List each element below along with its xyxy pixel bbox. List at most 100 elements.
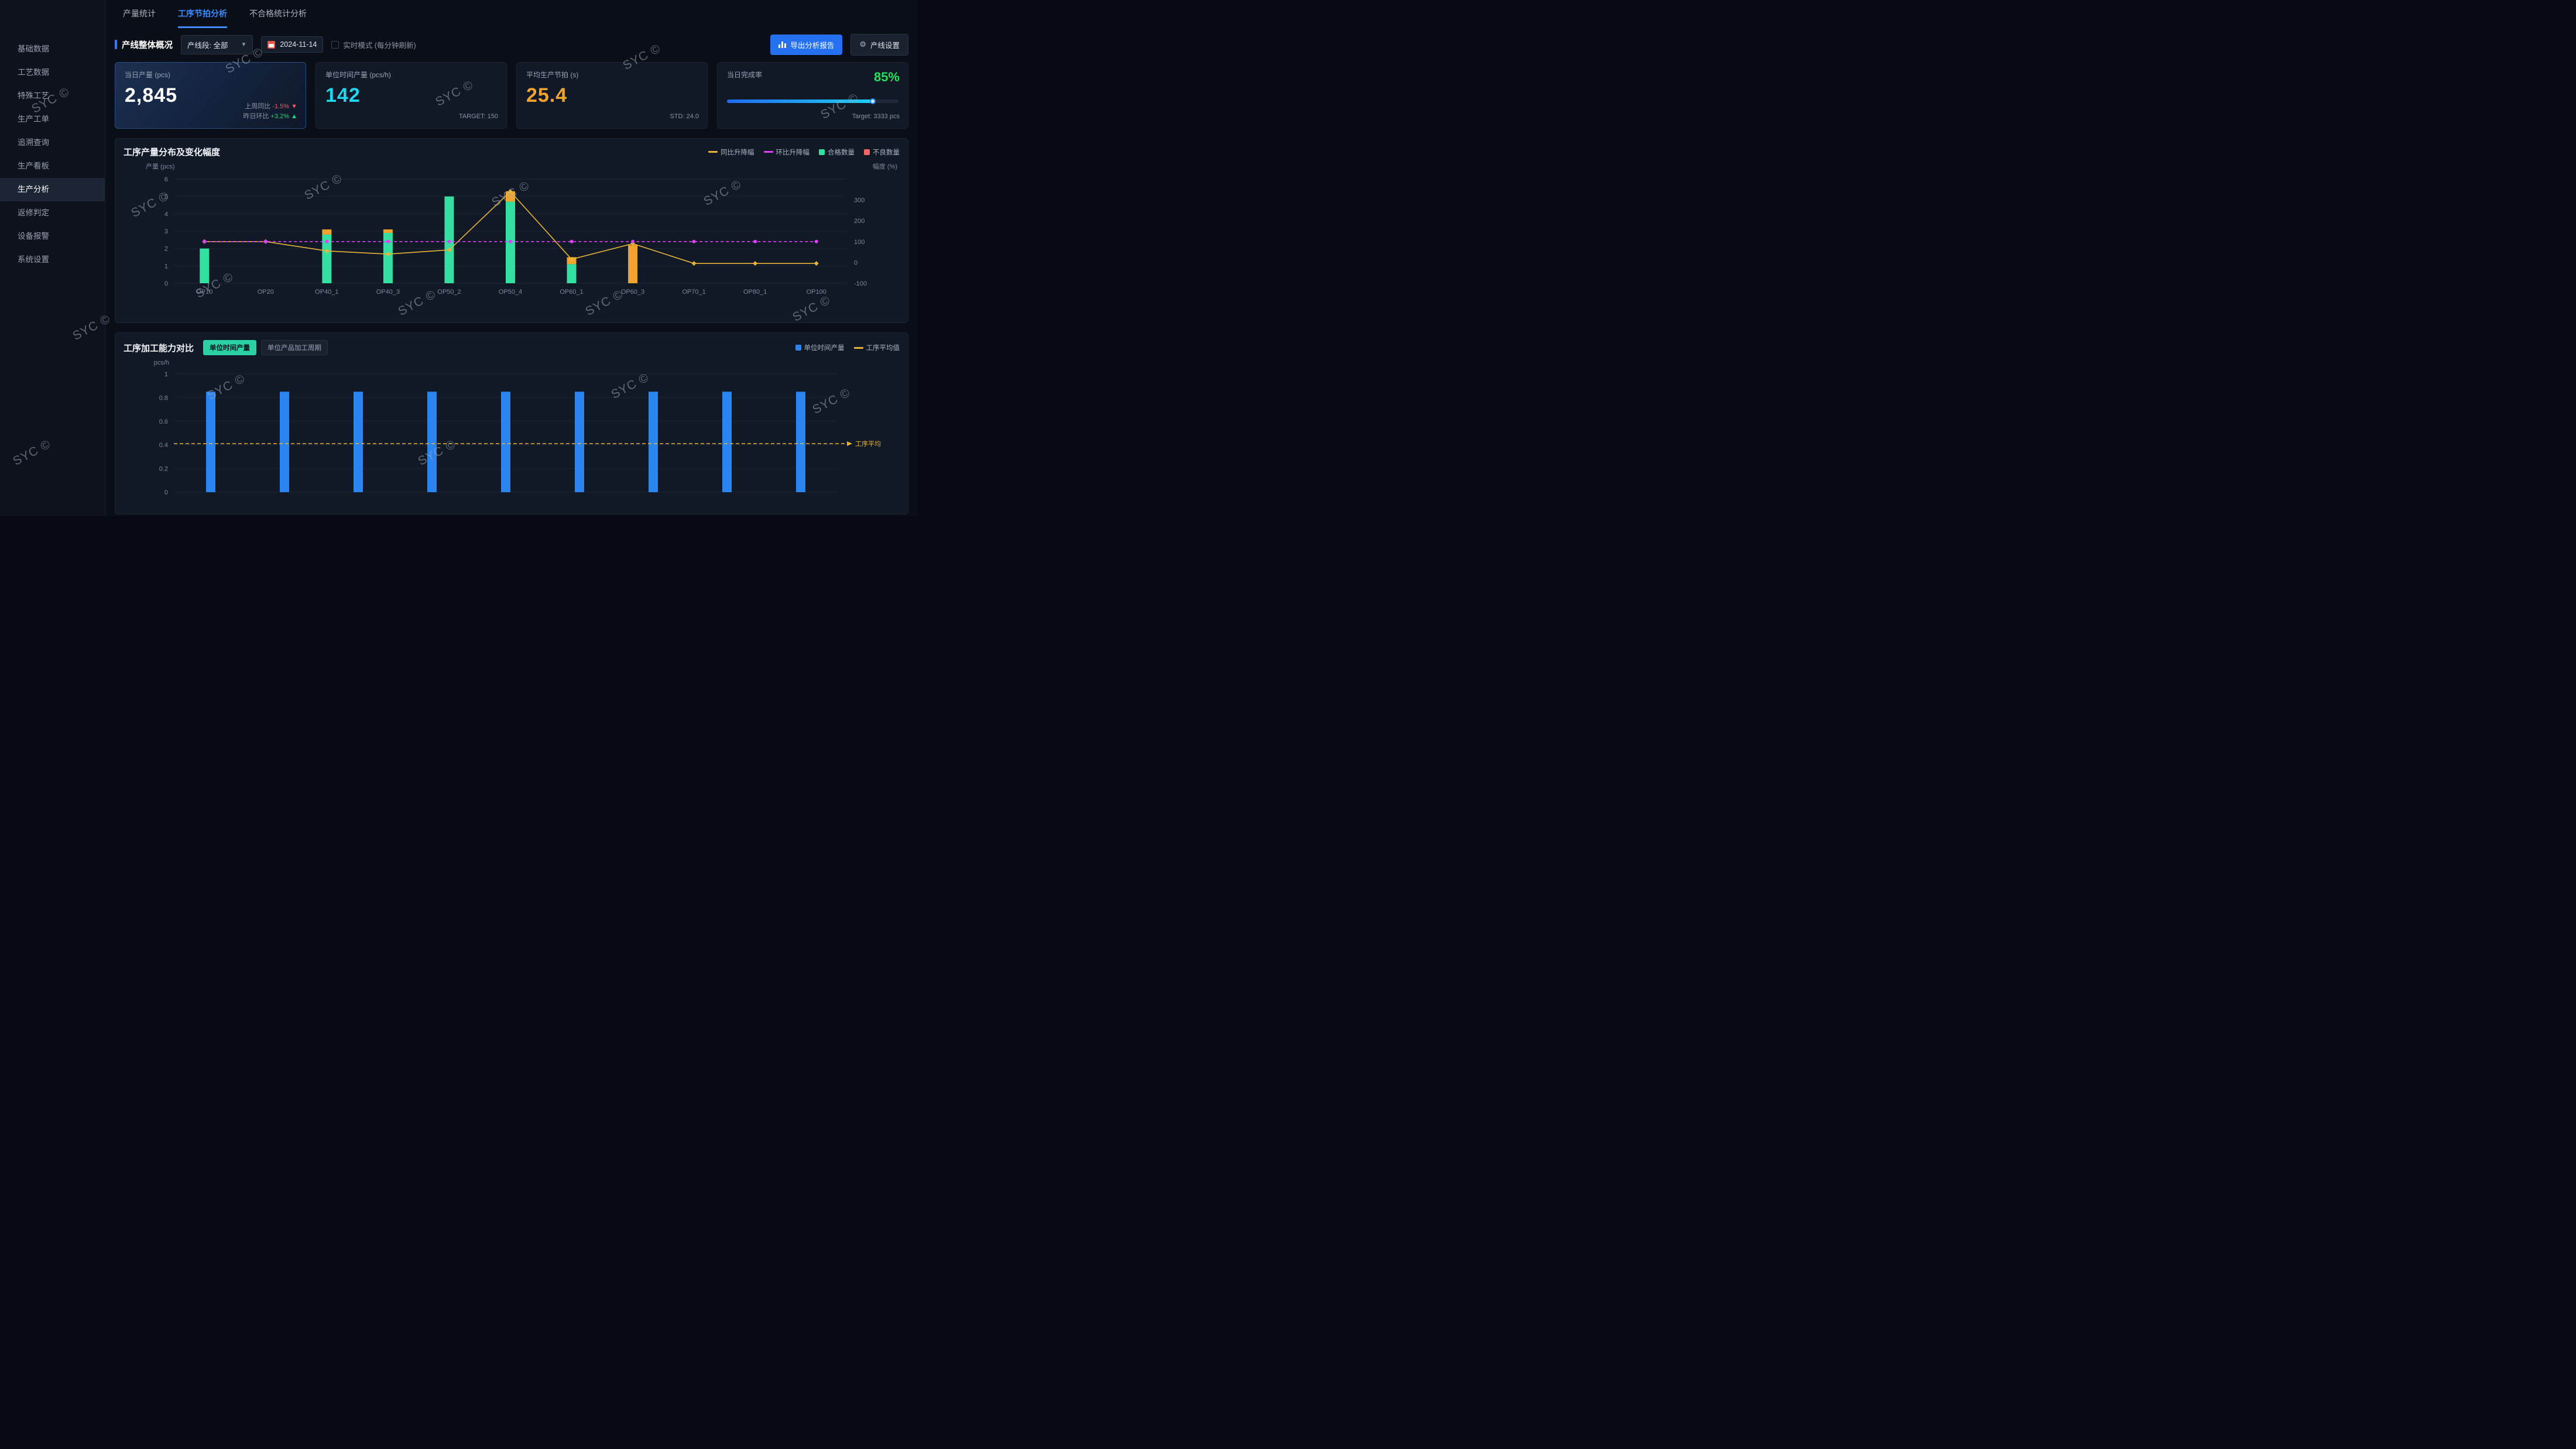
svg-text:0.4: 0.4 — [159, 442, 168, 449]
app-root: 基础数据工艺数据特殊工艺生产工单追溯查询生产看板生产分析返修判定设备报警系统设置… — [0, 0, 918, 516]
sidebar-menu: 基础数据工艺数据特殊工艺生产工单追溯查询生产看板生产分析返修判定设备报警系统设置 — [0, 37, 105, 272]
svg-text:产量 (pcs): 产量 (pcs) — [146, 162, 175, 170]
svg-text:幅度 (%): 幅度 (%) — [873, 162, 897, 170]
legend-item[interactable]: 不良数量 — [864, 147, 900, 157]
date-picker[interactable]: 2024-11-14 — [261, 36, 324, 53]
panel-head: 工序产量分布及变化幅度 同比升降幅 环比升降幅 合格数量 不良数量 — [124, 146, 900, 158]
tab-defect-stats[interactable]: 不合格统计分析 — [249, 8, 307, 18]
sidebar-item-production-board[interactable]: 生产看板 — [18, 162, 49, 170]
legend-label: 合格数量 — [828, 149, 855, 156]
svg-text:OP50_4: OP50_4 — [499, 289, 522, 296]
chart2-title: 工序加工能力对比 — [124, 343, 194, 353]
completion-progress-track — [727, 98, 898, 104]
sidebar-item-special-process[interactable]: 特殊工艺 — [18, 91, 49, 100]
completion-progress-fill — [727, 98, 876, 104]
svg-text:OP60_1: OP60_1 — [560, 289, 583, 296]
svg-text:5: 5 — [164, 194, 168, 201]
svg-text:1: 1 — [164, 371, 168, 378]
completion-percent: 85% — [873, 70, 900, 84]
sidebar-item-production-analysis[interactable]: 生产分析 — [0, 178, 105, 201]
kpi-label: 当日完成率 — [727, 71, 763, 79]
svg-text:0: 0 — [164, 489, 168, 496]
chart2-mode-toggle: 单位时间产量 单位产品加工周期 — [203, 340, 328, 355]
legend-label: 单位时间产量 — [804, 345, 845, 352]
line-swatch — [708, 151, 718, 153]
capacity-comparison-panel: 工序加工能力对比 单位时间产量 单位产品加工周期 单位时间产量 工序平均值 0 0.2… — [115, 332, 908, 514]
svg-text:-100: -100 — [854, 280, 867, 287]
line-settings-button[interactable]: ⚙ 产线设置 — [850, 33, 908, 56]
kpi-row: 当日产量 (pcs) 2,845 上周同比 -1.5% ▼ 昨日环比 +3.2%… — [115, 62, 908, 129]
svg-text:pcs/h: pcs/h — [154, 359, 169, 366]
svg-text:OP40_3: OP40_3 — [376, 289, 400, 296]
square-swatch — [795, 345, 801, 351]
legend-item[interactable]: 同比升降幅 — [708, 147, 754, 157]
capacity-chart-svg: 0 0.2 0.4 0.6 0.8 1 pcs/h 工序平均 — [154, 359, 881, 496]
toggle-pill-1[interactable]: 单位产品加工周期 — [261, 340, 328, 355]
svg-text:OP60_3: OP60_3 — [621, 289, 644, 296]
realtime-mode-checkbox[interactable]: 实时模式 (每分钟刷新) — [331, 39, 416, 50]
square-swatch — [819, 149, 825, 155]
svg-text:OP100: OP100 — [807, 289, 826, 296]
svg-text:300: 300 — [854, 197, 865, 204]
combo-chart-svg: 0 1 2 3 4 5 6 -100 0 100 200 300 产量 (pcs) 幅度 (%) OP10 O… — [146, 162, 897, 296]
bar-chart-icon — [778, 41, 787, 48]
sidebar: 基础数据工艺数据特殊工艺生产工单追溯查询生产看板生产分析返修判定设备报警系统设置 — [0, 0, 105, 516]
legend-item[interactable]: 单位时间产量 — [795, 343, 845, 352]
svg-text:0.6: 0.6 — [159, 418, 168, 425]
kpi-footnote: 上周同比 -1.5% ▼ 昨日环比 +3.2% ▲ — [243, 102, 297, 122]
kpi-label: 平均生产节拍 (s) — [526, 71, 579, 79]
legend-label: 不良数量 — [873, 149, 900, 156]
kpi-hourly-output: 单位时间产量 (pcs/h) 142 TARGET: 150 — [315, 62, 507, 129]
kpi-label: 单位时间产量 (pcs/h) — [325, 71, 392, 79]
line-segment-select[interactable]: 产线段: 全部 ▼ — [181, 35, 253, 54]
kpi-footnote: Target: 3333 pcs — [852, 113, 900, 121]
wow-label: 上周同比 — [245, 102, 271, 110]
legend-label: 环比升降幅 — [776, 149, 810, 156]
sidebar-item-repair-judgment[interactable]: 返修判定 — [18, 208, 49, 217]
sidebar-item-process-data[interactable]: 工艺数据 — [18, 68, 49, 77]
svg-text:0.2: 0.2 — [159, 466, 168, 473]
section-accent-bar — [115, 40, 117, 49]
line-segment-select-value: 产线段: 全部 — [187, 41, 228, 50]
legend-label: 同比升降幅 — [721, 149, 754, 156]
sidebar-item-system-settings[interactable]: 系统设置 — [18, 255, 49, 264]
kpi-daily-output: 当日产量 (pcs) 2,845 上周同比 -1.5% ▼ 昨日环比 +3.2%… — [115, 62, 306, 129]
kpi-label: 当日产量 (pcs) — [125, 71, 171, 79]
svg-text:100: 100 — [854, 239, 865, 246]
tab-takt-analysis[interactable]: 工序节拍分析 — [178, 0, 227, 28]
sidebar-item-production-order[interactable]: 生产工单 — [18, 115, 49, 123]
svg-text:OP20: OP20 — [258, 289, 274, 296]
svg-text:0: 0 — [854, 259, 857, 266]
kpi-value: 25.4 — [526, 84, 568, 107]
svg-text:OP40_1: OP40_1 — [315, 289, 338, 296]
kpi-footnote: STD: 24.0 — [670, 113, 699, 121]
export-report-button[interactable]: 导出分析报告 — [770, 34, 843, 55]
svg-text:工序平均: 工序平均 — [855, 439, 881, 448]
sidebar-item-equipment-alarm[interactable]: 设备报警 — [18, 232, 49, 241]
progress-knob — [870, 98, 876, 104]
legend-label: 工序平均值 — [866, 345, 900, 352]
tab-output-stats[interactable]: 产量统计 — [123, 8, 156, 18]
legend-item[interactable]: 合格数量 — [819, 147, 855, 157]
kpi-value: 2,845 — [125, 84, 178, 107]
kpi-footnote: TARGET: 150 — [458, 113, 498, 121]
section-title: 产线整体概况 — [115, 39, 173, 51]
section-title-label: 产线整体概况 — [122, 40, 173, 50]
checkbox-box[interactable] — [331, 40, 339, 49]
dod-label: 昨日环比 — [243, 113, 269, 121]
chart1-title: 工序产量分布及变化幅度 — [124, 147, 221, 157]
chart1-legend: 同比升降幅 环比升降幅 合格数量 不良数量 — [708, 147, 900, 157]
sidebar-item-trace-query[interactable]: 追溯查询 — [18, 138, 49, 147]
square-swatch — [864, 149, 870, 155]
sidebar-item-basic-data[interactable]: 基础数据 — [18, 44, 49, 53]
kpi-takt-time: 平均生产节拍 (s) 25.4 STD: 24.0 — [516, 62, 708, 129]
line-settings-label: 产线设置 — [870, 41, 900, 50]
export-report-label: 导出分析报告 — [790, 41, 835, 50]
output-distribution-chart: 0 1 2 3 4 5 6 -100 0 100 200 300 产量 (pcs) 幅度 (%) OP10 O… — [124, 159, 900, 320]
legend-item[interactable]: 环比升降幅 — [763, 147, 810, 157]
toggle-pill-0[interactable]: 单位时间产量 — [203, 340, 257, 355]
svg-text:4: 4 — [164, 211, 168, 218]
legend-item[interactable]: 工序平均值 — [853, 343, 900, 352]
toolbar: 产线整体概况 产线段: 全部 ▼ 2024-11-14 实时模式 (每分钟刷新)… — [115, 33, 908, 56]
output-distribution-panel: 工序产量分布及变化幅度 同比升降幅 环比升降幅 合格数量 不良数量 0 1 2 3 4 5 6 -1… — [115, 138, 908, 323]
